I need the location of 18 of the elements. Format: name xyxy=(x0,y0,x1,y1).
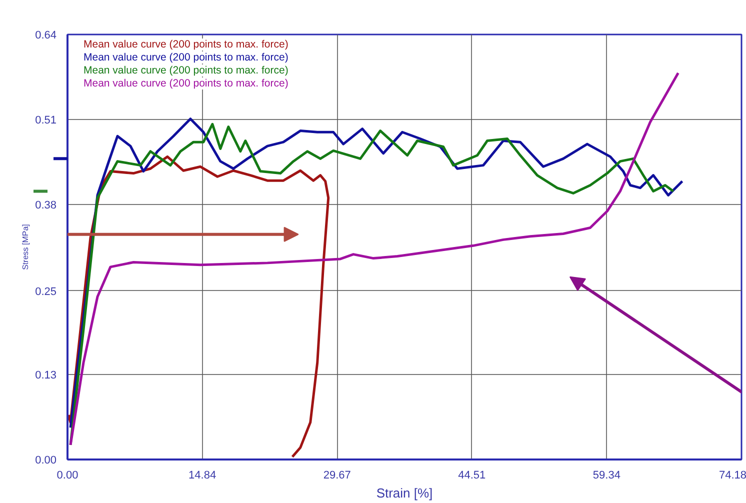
x-tick-label: 44.51 xyxy=(458,470,486,482)
text: Mean value curve (200 points to max. force) xyxy=(84,64,288,76)
x-tick-label: 74.18 xyxy=(718,470,746,482)
x-axis-title: Strain [%] xyxy=(376,486,433,500)
x-tick-label: 0.00 xyxy=(56,470,78,482)
y-tick-label: 0.51 xyxy=(35,114,57,126)
y-tick-label: 0.13 xyxy=(35,370,57,382)
text: Mean value curve (200 points to max. force) xyxy=(84,38,288,50)
text: Mean value curve (200 points to max. force) xyxy=(84,78,288,90)
x-tick-label: 59.34 xyxy=(592,470,620,482)
y-tick-label: 0.64 xyxy=(35,30,57,42)
x-tick-label: 14.84 xyxy=(188,470,216,482)
y-tick-label: 0.00 xyxy=(35,454,57,466)
x-tick-label: 29.67 xyxy=(323,470,351,482)
y-axis-title: Stress [MPa] xyxy=(21,224,30,270)
text: Mean value curve (200 points to max. force) xyxy=(84,52,288,64)
y-tick-label: 0.38 xyxy=(35,200,57,212)
y-tick-label: 0.25 xyxy=(35,286,57,298)
